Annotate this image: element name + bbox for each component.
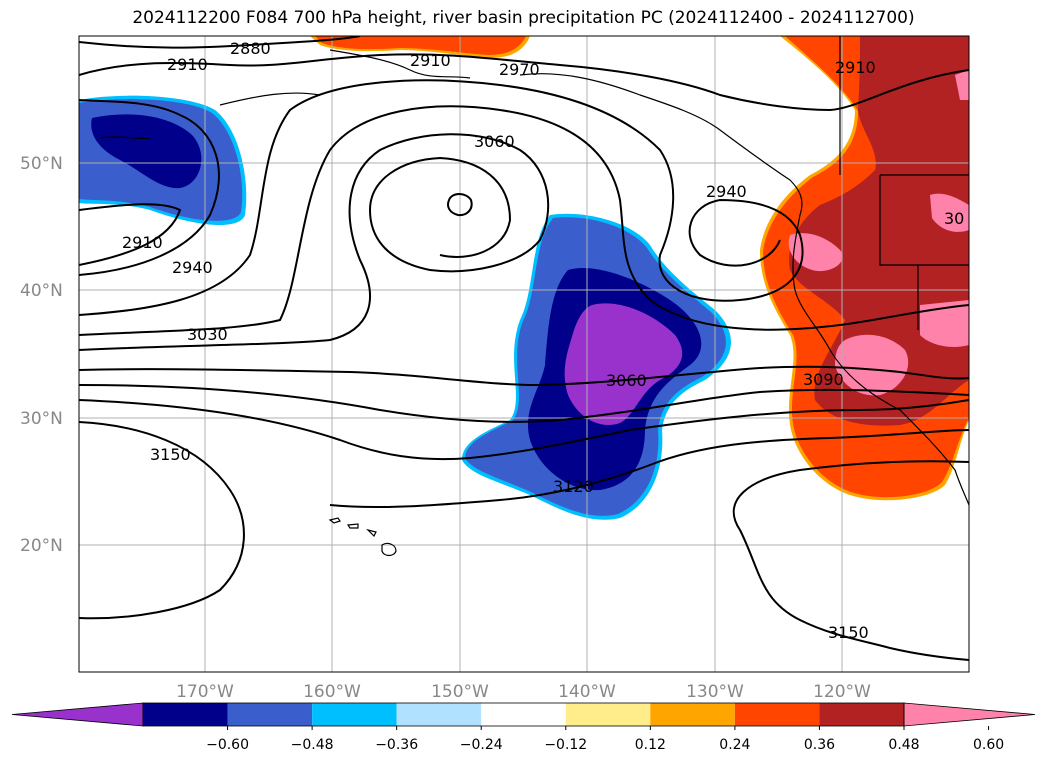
contour-label: 2910 bbox=[835, 58, 876, 77]
contour-label: 30 bbox=[944, 209, 964, 228]
colorbar: −0.60 −0.48 −0.36 −0.24 −0.12 0.12 0.24 0.36 0.4… bbox=[11, 702, 1036, 753]
colorbar-tick-label: 0.36 bbox=[804, 737, 835, 753]
map-plot-area: 2880 2910 2910 2910 2910 2940 2940 2970 … bbox=[79, 36, 969, 672]
colorbar-swatch bbox=[312, 703, 397, 726]
positive-anomaly-north bbox=[310, 36, 530, 58]
contour-label: 3090 bbox=[803, 370, 844, 389]
lat-label: 50°N bbox=[20, 154, 63, 174]
colorbar-extend-high bbox=[903, 702, 1036, 727]
lon-label: 170°W bbox=[176, 682, 234, 702]
lat-label: 20°N bbox=[20, 536, 63, 556]
lat-label: 40°N bbox=[20, 281, 63, 301]
graticule bbox=[79, 36, 969, 672]
contour-label: 2910 bbox=[122, 233, 163, 252]
latitude-labels: 50°N 40°N 30°N 20°N bbox=[20, 154, 63, 556]
lon-label: 140°W bbox=[558, 682, 616, 702]
colorbar-tick-label: 0.12 bbox=[635, 737, 666, 753]
colorbar-tick-label: 0.24 bbox=[719, 737, 750, 753]
colorbar-tick-label: −0.48 bbox=[291, 737, 334, 753]
contour-label: 3120 bbox=[553, 477, 594, 496]
colorbar-swatch bbox=[565, 703, 651, 726]
colorbar-tick-label: 0.60 bbox=[973, 737, 1004, 753]
positive-anomaly-east bbox=[760, 36, 969, 501]
contour-labels: 2880 2910 2910 2910 2910 2940 2940 2970 … bbox=[122, 39, 964, 642]
contour-label: 3060 bbox=[606, 371, 647, 390]
colorbar-swatch bbox=[734, 703, 820, 726]
contour-label: 2910 bbox=[167, 55, 208, 74]
lon-label: 130°W bbox=[686, 682, 744, 702]
colorbar-tick-label: −0.12 bbox=[544, 737, 587, 753]
contour-label: 2910 bbox=[410, 51, 451, 70]
longitude-labels: 170°W 160°W 150°W 140°W 130°W 120°W bbox=[176, 682, 871, 702]
colorbar-swatch bbox=[819, 703, 904, 726]
height-contours bbox=[79, 36, 969, 661]
lon-label: 120°W bbox=[813, 682, 871, 702]
colorbar-swatch bbox=[396, 703, 482, 726]
colorbar-tick-label: −0.60 bbox=[206, 737, 249, 753]
contour-label: 2970 bbox=[499, 60, 540, 79]
colorbar-outline bbox=[142, 702, 905, 727]
contour-label: 3030 bbox=[187, 325, 228, 344]
contour-label: 2940 bbox=[172, 258, 213, 277]
map-title: 2024112200 F084 700 hPa height, river ba… bbox=[132, 8, 915, 28]
negative-anomaly-west bbox=[79, 95, 247, 226]
colorbar-extend-low bbox=[11, 702, 144, 727]
contour-label: 3060 bbox=[474, 132, 515, 151]
map-frame bbox=[78, 35, 970, 673]
colorbar-swatch bbox=[650, 703, 735, 726]
colorbar-swatch bbox=[143, 703, 228, 726]
colorbar-tick-label: 0.48 bbox=[888, 737, 919, 753]
lon-label: 150°W bbox=[431, 682, 489, 702]
colorbar-tick-label: −0.24 bbox=[460, 737, 503, 753]
contour-label: 3150 bbox=[150, 445, 191, 464]
lon-label: 160°W bbox=[303, 682, 361, 702]
colorbar-swatch bbox=[227, 703, 313, 726]
contour-label: 2880 bbox=[230, 39, 271, 58]
colorbar-tick-label: −0.36 bbox=[375, 737, 418, 753]
contour-label: 3150 bbox=[828, 623, 869, 642]
lat-label: 30°N bbox=[20, 409, 63, 429]
colorbar-swatch bbox=[481, 703, 566, 726]
contour-label: 2940 bbox=[706, 182, 747, 201]
